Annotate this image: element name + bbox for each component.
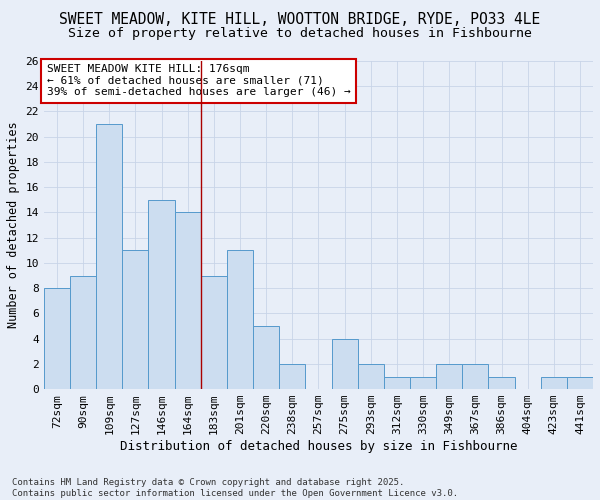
Bar (175, 212, 201, 389)
Bar (70, 276, 96, 389)
Bar (253, 326, 279, 389)
Bar (148, 200, 175, 389)
Bar (541, 376, 567, 389)
Bar (462, 364, 488, 389)
Bar (567, 376, 593, 389)
Bar (279, 364, 305, 389)
Text: Contains HM Land Registry data © Crown copyright and database right 2025.
Contai: Contains HM Land Registry data © Crown c… (12, 478, 458, 498)
Bar (96, 124, 122, 389)
Text: SWEET MEADOW KITE HILL: 176sqm
← 61% of detached houses are smaller (71)
39% of : SWEET MEADOW KITE HILL: 176sqm ← 61% of … (47, 64, 350, 98)
Y-axis label: Number of detached properties: Number of detached properties (7, 122, 20, 328)
Bar (436, 364, 462, 389)
Bar (384, 376, 410, 389)
Bar (227, 250, 253, 389)
Bar (44, 288, 70, 389)
Text: SWEET MEADOW, KITE HILL, WOOTTON BRIDGE, RYDE, PO33 4LE: SWEET MEADOW, KITE HILL, WOOTTON BRIDGE,… (59, 12, 541, 28)
Bar (410, 376, 436, 389)
X-axis label: Distribution of detached houses by size in Fishbourne: Distribution of detached houses by size … (120, 440, 517, 453)
Bar (488, 376, 515, 389)
Bar (332, 338, 358, 389)
Text: Size of property relative to detached houses in Fishbourne: Size of property relative to detached ho… (68, 28, 532, 40)
Bar (122, 250, 148, 389)
Bar (358, 364, 384, 389)
Bar (201, 276, 227, 389)
